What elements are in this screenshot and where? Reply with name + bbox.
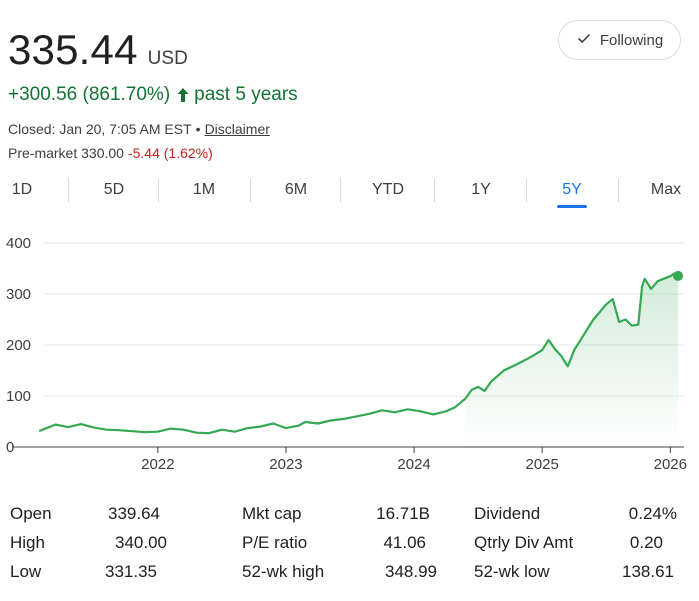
price-chart[interactable]: 400 300 200 100 0 2022 2023 2024 2025 2026 — [0, 226, 699, 476]
stat-52wk-low-value: 138.61 — [622, 562, 674, 581]
tab-divider — [340, 178, 341, 202]
tab-1y[interactable]: 1Y — [471, 181, 491, 198]
tab-divider — [434, 178, 435, 202]
stat-low-label: Low — [10, 562, 42, 581]
x-tick-label-2023: 2023 — [269, 456, 302, 473]
arrow-up-icon — [176, 87, 190, 103]
tab-divider — [158, 178, 159, 202]
closed-time: Closed: Jan 20, 7:05 AM EST — [8, 121, 192, 137]
tab-divider — [250, 178, 251, 202]
tab-5y[interactable]: 5Y — [552, 170, 592, 210]
stat-mktcap-value: 16.71B — [376, 504, 430, 523]
tab-divider — [68, 178, 69, 202]
x-tick-label-2022: 2022 — [141, 456, 174, 473]
stat-dividend-value: 0.24% — [628, 504, 677, 523]
following-label: Following — [599, 31, 664, 49]
stat-low-value: 331.35 — [105, 562, 157, 581]
stats-table: Open 339.64 Mkt cap 16.71B Dividend 0.24… — [0, 498, 699, 588]
stat-52wk-high-label: 52-wk high — [242, 562, 325, 581]
range-tabs: 1D 5D 1M 6M YTD 1Y 5Y Max — [0, 170, 699, 210]
series-line — [38, 272, 680, 435]
y-tick-label-100: 100 — [6, 388, 31, 405]
y-tick-label-300: 300 — [6, 286, 31, 303]
stat-high-value: 340.00 — [115, 533, 167, 552]
y-tick-label-400: 400 — [6, 235, 31, 252]
stat-52wk-high-value: 348.99 — [385, 562, 437, 581]
series-end-point — [673, 270, 683, 281]
y-tick-label-200: 200 — [6, 337, 31, 354]
stat-qtrly-div-value: 0.20 — [629, 533, 663, 552]
stat-open-label: Open — [10, 504, 52, 523]
following-button[interactable]: Following — [558, 20, 681, 60]
series-area-fill — [465, 273, 678, 447]
market-status: Closed: Jan 20, 7:05 AM EST • Disclaimer — [8, 121, 270, 137]
tab-6m[interactable]: 6M — [284, 181, 308, 198]
tab-5d[interactable]: 5D — [103, 181, 125, 198]
stat-pe-label: P/E ratio — [242, 533, 308, 552]
tab-1d[interactable]: 1D — [11, 181, 33, 198]
change-value: +300.56 (861.70%) — [8, 84, 171, 105]
x-tick-label-2025: 2025 — [526, 456, 559, 473]
separator-dot: • — [195, 121, 201, 137]
stat-mktcap-label: Mkt cap — [242, 504, 302, 523]
stat-high-label: High — [10, 533, 45, 552]
tab-divider — [526, 178, 527, 202]
stat-dividend-label: Dividend — [474, 504, 541, 523]
tab-max[interactable]: Max — [650, 181, 682, 198]
premarket-price: Pre-market 330.00 — [8, 145, 124, 161]
price-change: +300.56 (861.70%) past 5 years — [8, 84, 298, 106]
x-tick-label-2024: 2024 — [397, 456, 430, 473]
currency-label: USD — [147, 48, 188, 69]
y-tick-label-0: 0 — [6, 439, 14, 456]
tab-ytd[interactable]: YTD — [372, 181, 404, 198]
premarket-row: Pre-market 330.00 -5.44 (1.62%) — [8, 145, 213, 161]
stat-pe-value: 41.06 — [383, 533, 426, 552]
premarket-change: -5.44 (1.62%) — [127, 145, 213, 161]
checkmark-icon — [576, 30, 592, 50]
tab-1m[interactable]: 1M — [192, 181, 216, 198]
change-period: past 5 years — [194, 84, 298, 105]
price-row: 335.44 USD — [8, 26, 188, 74]
x-tick-label-2026: 2026 — [654, 456, 687, 473]
price-chart-svg[interactable]: 400 300 200 100 0 2022 2023 2024 2025 2026 — [0, 226, 699, 476]
disclaimer-link[interactable]: Disclaimer — [204, 121, 270, 137]
stat-open-value: 339.64 — [108, 504, 160, 523]
tab-divider — [618, 178, 619, 202]
current-price: 335.44 — [8, 26, 138, 73]
stat-52wk-low-label: 52-wk low — [474, 562, 550, 581]
stat-qtrly-div-label: Qtrly Div Amt — [474, 533, 574, 552]
